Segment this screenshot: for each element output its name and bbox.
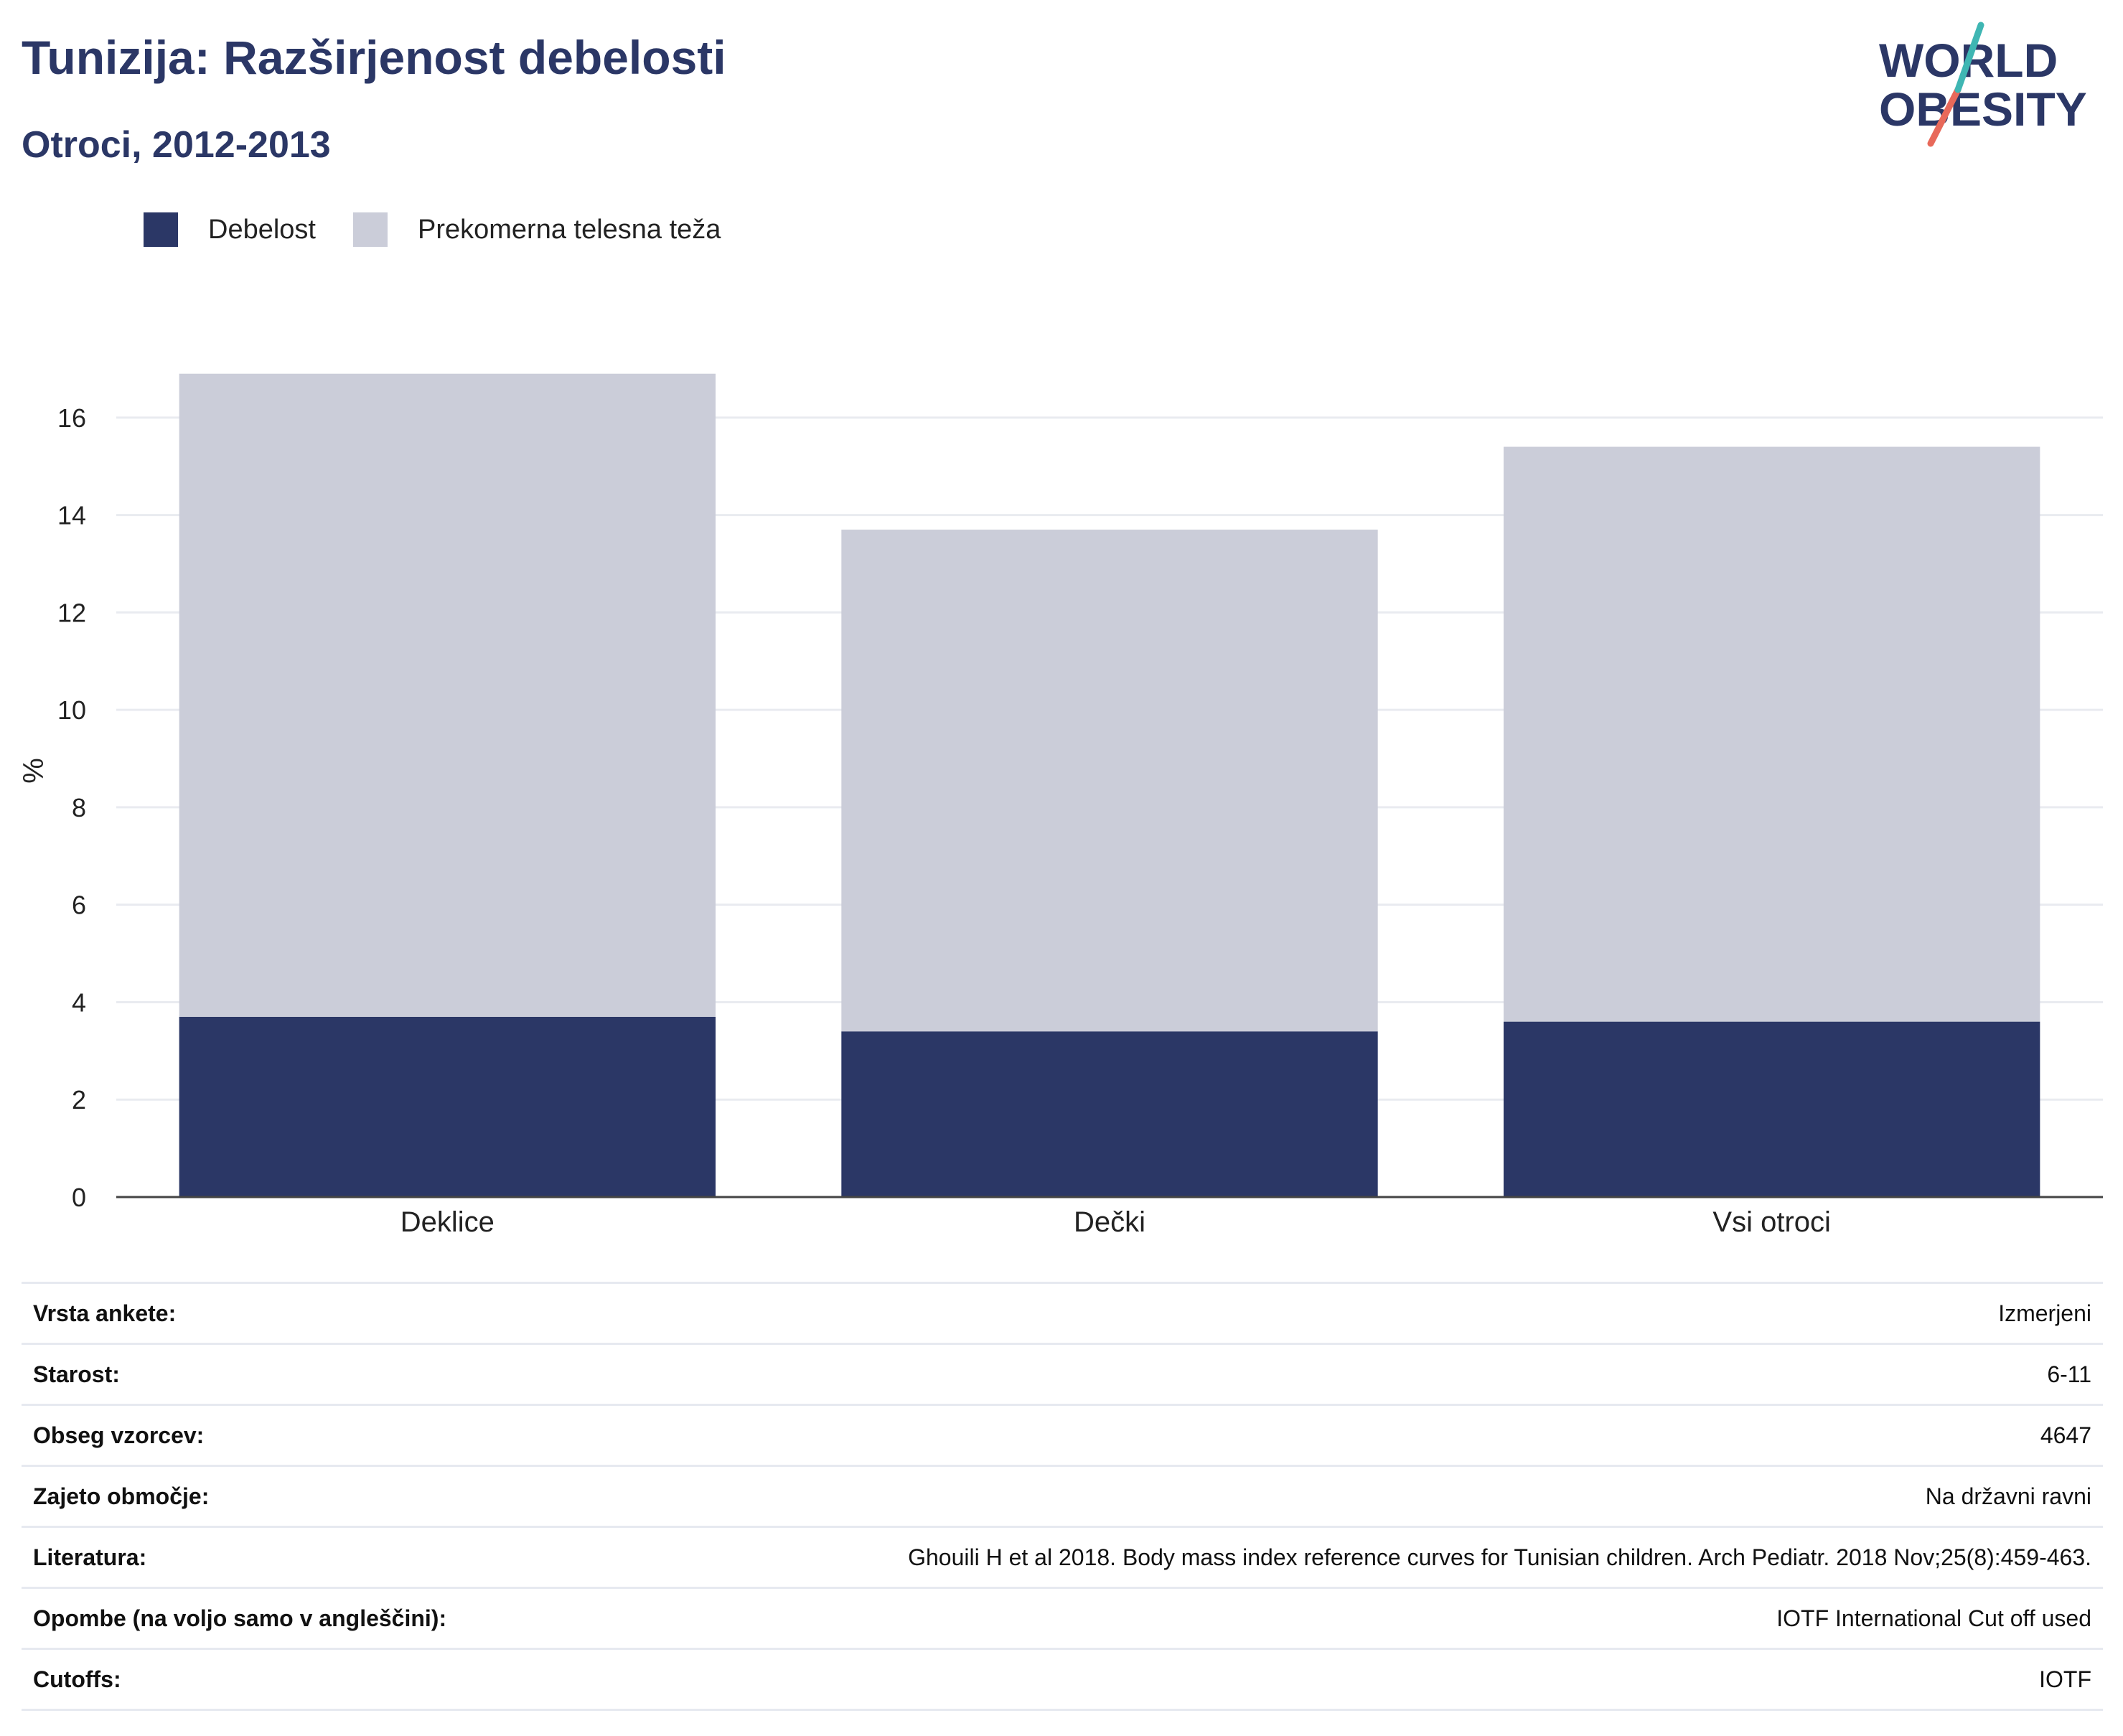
bar-obesity <box>179 1016 716 1197</box>
bar-obesity <box>841 1031 1378 1197</box>
chart-title: Tunizija: Razširjenost debelosti <box>22 31 726 84</box>
info-row: Zajeto območje: Na državni ravni <box>22 1465 2103 1527</box>
logo-slash-red <box>1927 86 1962 147</box>
info-value: IOTF <box>574 1648 2103 1711</box>
info-row: Opombe (na voljo samo v angleščini): IOTF… <box>22 1587 2103 1649</box>
info-label: Starost: <box>22 1343 575 1405</box>
info-table: Vrsta ankete: Izmerjeni Starost: 6-11 Obseg … <box>22 1282 2103 1711</box>
info-label: Cutoffs: <box>22 1648 575 1711</box>
info-row: Starost: 6-11 <box>22 1343 2103 1405</box>
bar-overweight <box>179 373 716 1017</box>
info-label: Opombe (na voljo samo v angleščini): <box>22 1587 575 1649</box>
bar-overweight <box>1503 446 2040 1022</box>
x-tick-label: Deklice <box>400 1206 495 1238</box>
info-row: Cutoffs: IOTF <box>22 1648 2103 1711</box>
y-tick-label: 10 <box>57 695 86 725</box>
info-value: 6-11 <box>574 1343 2103 1405</box>
world-obesity-logo: WORLD OBESITY <box>1879 22 2087 147</box>
info-value: 4647 <box>574 1404 2103 1466</box>
y-tick-label: 0 <box>72 1183 86 1212</box>
y-tick-label: 14 <box>57 501 86 530</box>
y-tick-label: 8 <box>72 793 86 822</box>
legend-item-obesity[interactable]: Debelost <box>144 212 316 247</box>
info-label: Literatura: <box>22 1526 575 1588</box>
y-tick-label: 4 <box>72 987 86 1017</box>
info-value: Na državni ravni <box>574 1465 2103 1527</box>
info-value: Ghouili H et al 2018. Body mass index re… <box>574 1526 2103 1588</box>
bar-chart: 0 2 4 6 8 10 12 14 16% Deklice Dečki Vsi otroci <box>18 373 2103 1238</box>
bar-obesity <box>1503 1021 2040 1197</box>
y-tick-label: 2 <box>72 1085 86 1115</box>
info-value: IOTF International Cut off used <box>574 1587 2103 1649</box>
x-tick-label: Dečki <box>1074 1206 1145 1238</box>
y-tick-label: 12 <box>57 598 86 627</box>
info-row: Literatura: Ghouili H et al 2018. Body ma… <box>22 1526 2103 1588</box>
chart-subtitle: Otroci, 2012-2013 <box>22 124 331 166</box>
info-row: Vrsta ankete: Izmerjeni <box>22 1282 2103 1344</box>
info-label: Zajeto območje: <box>22 1465 575 1527</box>
logo-slash-teal <box>1954 22 1984 93</box>
info-label: Obseg vzorcev: <box>22 1404 575 1466</box>
legend-label-overweight: Prekomerna telesna teža <box>417 214 721 245</box>
legend-label-obesity: Debelost <box>208 214 316 245</box>
bar-overweight <box>841 529 1378 1032</box>
info-row: Obseg vzorcev: 4647 <box>22 1404 2103 1466</box>
y-tick-label: 6 <box>72 891 86 920</box>
legend-swatch-overweight <box>352 212 388 247</box>
x-tick-label: Vsi otroci <box>1712 1206 1831 1238</box>
legend-swatch-obesity <box>144 212 178 247</box>
info-value: Izmerjeni <box>574 1282 2103 1344</box>
y-axis-label: % <box>18 758 50 784</box>
info-label: Vrsta ankete: <box>22 1282 575 1344</box>
logo-line2: OBESITY <box>1879 83 2087 136</box>
legend: Debelost Prekomerna telesna teža <box>144 212 758 247</box>
legend-item-overweight[interactable]: Prekomerna telesna teža <box>352 212 721 247</box>
y-tick-label: 16 <box>57 403 86 433</box>
